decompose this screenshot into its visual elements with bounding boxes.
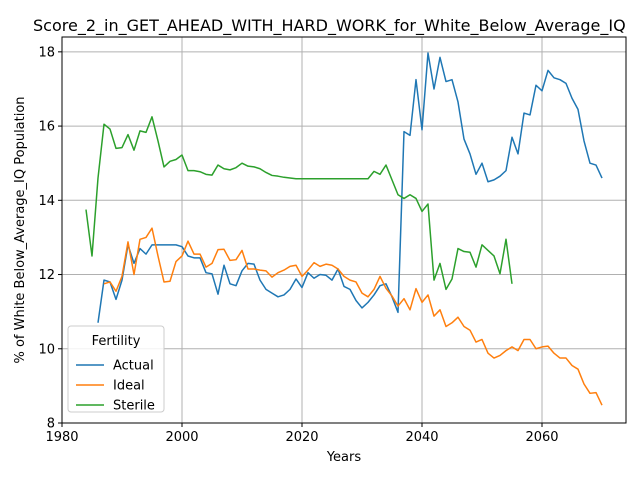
x-tick-label: 2060	[525, 430, 558, 445]
x-tick-label: 2020	[285, 430, 318, 445]
y-tick-label: 14	[38, 194, 55, 209]
legend-label-ideal: Ideal	[113, 379, 145, 394]
legend-label-sterile: Sterile	[113, 399, 155, 414]
x-tick-label: 1980	[45, 430, 78, 445]
y-tick-label: 12	[38, 268, 55, 283]
x-axis-label: Years	[326, 450, 362, 465]
y-tick-label: 18	[38, 45, 55, 60]
x-tick-label: 2000	[165, 430, 198, 445]
legend: Fertility Actual Ideal Sterile	[68, 326, 164, 414]
y-tick-label: 8	[47, 417, 55, 432]
y-tick-label: 16	[38, 120, 55, 135]
y-axis-label: % of White Below_Average_IQ Population	[13, 96, 28, 363]
legend-label-actual: Actual	[113, 359, 154, 374]
y-tick-label: 10	[38, 342, 55, 357]
x-tick-label: 2040	[405, 430, 438, 445]
legend-title: Fertility	[92, 334, 141, 349]
chart-title: Score_2_in_GET_AHEAD_WITH_HARD_WORK_for_…	[33, 16, 626, 36]
